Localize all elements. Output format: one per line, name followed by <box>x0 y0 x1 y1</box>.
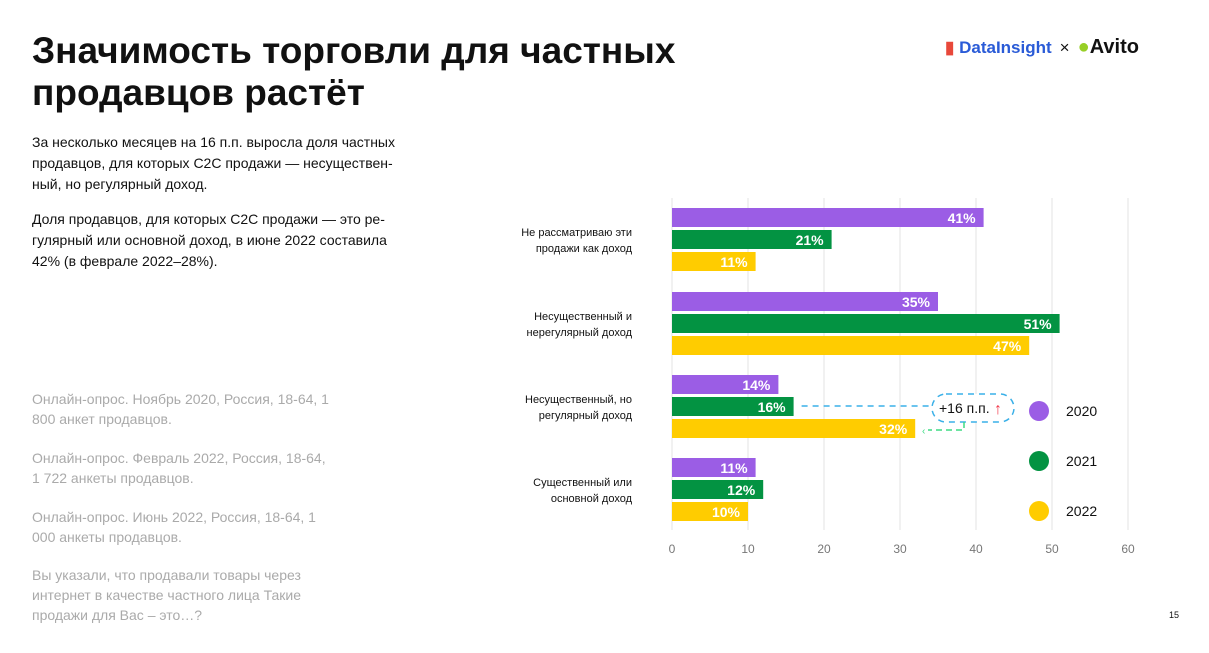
bar-value-label: 32% <box>879 421 908 437</box>
page-number: 15 <box>1168 610 1179 620</box>
bar-value-label: 10% <box>712 504 741 520</box>
legend-label: 2020 <box>1066 403 1097 419</box>
category-label: нерегулярный доход <box>527 327 633 339</box>
datainsight-logo: ▮ DataInsight <box>945 37 1052 57</box>
x-tick-label: 60 <box>1121 542 1135 556</box>
annotation-return-arrow <box>928 422 965 431</box>
category-label: регулярный доход <box>539 410 633 422</box>
category-label: основной доход <box>551 493 633 505</box>
bar-2022 <box>672 419 916 438</box>
bar-2021 <box>672 314 1060 333</box>
bar-2022 <box>672 252 756 271</box>
bar-value-label: 21% <box>796 232 825 248</box>
bar-value-label: 14% <box>742 377 771 393</box>
category-label: Несущественный, но <box>525 394 632 406</box>
bar-value-label: 47% <box>993 338 1022 354</box>
bar-value-label: 16% <box>758 399 787 415</box>
bar-2020 <box>672 292 938 311</box>
bar-2022 <box>672 502 748 521</box>
x-tick-label: 40 <box>969 542 983 556</box>
legend-marker-2022 <box>1029 501 1049 521</box>
page-title: Значимость торговли для частных продавцо… <box>32 30 676 113</box>
bar-value-label: 11% <box>720 254 748 270</box>
source-3: Онлайн-опрос. Июнь 2022, Россия, 18-64, … <box>32 509 316 545</box>
bar-2020 <box>672 208 984 227</box>
bar-2021 <box>672 230 832 249</box>
x-tick-label: 50 <box>1045 542 1059 556</box>
bar-2021 <box>672 397 794 416</box>
legend-marker-2020 <box>1029 401 1049 421</box>
avito-logo: ●Avito <box>1077 36 1139 58</box>
bar-2022 <box>672 336 1030 355</box>
bar-2020 <box>672 375 779 394</box>
legend-label: 2021 <box>1066 453 1097 469</box>
x-tick-label: 20 <box>817 542 831 556</box>
source-1: Онлайн-опрос. Ноябрь 2020, Россия, 18-64… <box>32 391 329 427</box>
legend-label: 2022 <box>1066 503 1097 519</box>
paragraph-1: За несколько месяцев на 16 п.п. выросла … <box>32 134 395 192</box>
bar-value-label: 12% <box>727 482 756 498</box>
bar-2021 <box>672 480 764 499</box>
bar-2020 <box>672 458 756 477</box>
category-label: Не рассматриваю эти <box>521 227 632 239</box>
category-label: продажи как доход <box>536 243 633 255</box>
bar-value-label: 41% <box>948 210 977 226</box>
x-tick-label: 0 <box>669 542 676 556</box>
survey-question: Вы указали, что продавали товары через и… <box>32 567 302 623</box>
annotation-bubble <box>931 393 1015 423</box>
arrow-head-icon: ‹ <box>922 426 925 437</box>
bar-value-label: 35% <box>902 294 931 310</box>
x-tick-label: 30 <box>893 542 907 556</box>
category-label: Несущественный и <box>534 311 632 323</box>
x-tick-label: 10 <box>741 542 755 556</box>
bar-value-label: 51% <box>1024 316 1053 332</box>
legend-marker-2021 <box>1029 451 1049 471</box>
paragraph-2: Доля продавцов, для которых C2C продажи … <box>32 211 387 269</box>
up-arrow-icon: ↑ <box>994 401 1002 418</box>
logos: ▮ DataInsight × ●Avito <box>945 36 1139 59</box>
category-label: Существенный или <box>533 477 632 489</box>
annotation-text: +16 п.п. <box>939 400 990 416</box>
bar-value-label: 11% <box>720 460 748 476</box>
source-2: Онлайн-опрос. Февраль 2022, Россия, 18-6… <box>32 450 326 486</box>
times-sign: × <box>1059 37 1070 57</box>
